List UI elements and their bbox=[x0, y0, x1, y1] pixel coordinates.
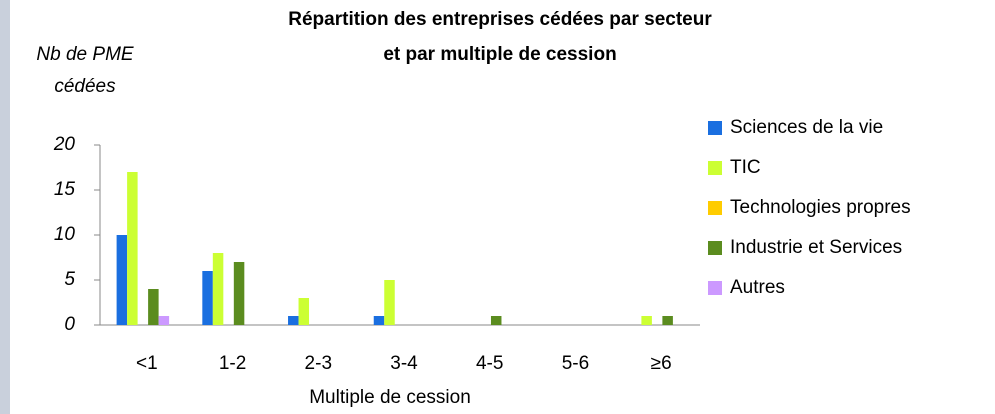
y-tick-label: 20 bbox=[53, 134, 76, 155]
legend-swatch bbox=[708, 201, 722, 215]
chart-title: Répartition des entreprises cédées par s… bbox=[288, 9, 712, 30]
bar bbox=[298, 298, 310, 325]
y-axis-label: cédées bbox=[54, 76, 116, 97]
y-tick-label: 10 bbox=[54, 224, 76, 245]
legend-label: Autres bbox=[730, 277, 785, 298]
side-strip bbox=[0, 0, 10, 414]
bar bbox=[116, 235, 128, 325]
bar bbox=[490, 316, 502, 325]
bar bbox=[127, 172, 138, 325]
x-tick-label: 3-4 bbox=[390, 353, 418, 374]
y-tick-label: 5 bbox=[64, 269, 75, 290]
chart-title: et par multiple de cession bbox=[383, 44, 616, 65]
bar bbox=[384, 280, 395, 325]
legend-swatch bbox=[708, 241, 722, 255]
bar bbox=[212, 253, 224, 325]
legend-swatch bbox=[708, 281, 722, 295]
x-tick-label: 4-5 bbox=[476, 353, 503, 374]
bar bbox=[641, 316, 652, 325]
bar bbox=[148, 289, 159, 325]
bar bbox=[288, 316, 299, 325]
x-axis-label: Multiple de cession bbox=[309, 387, 471, 408]
legend-label: Technologies propres bbox=[730, 197, 911, 218]
bar bbox=[233, 262, 245, 325]
bar bbox=[202, 271, 213, 325]
bar bbox=[158, 316, 170, 325]
legend-swatch bbox=[708, 121, 722, 135]
bar bbox=[373, 316, 385, 325]
x-tick-label: 2-3 bbox=[305, 353, 332, 374]
legend-label: TIC bbox=[730, 157, 761, 178]
bar bbox=[662, 316, 673, 325]
legend-swatch bbox=[708, 161, 722, 175]
x-tick-label: 1-2 bbox=[219, 353, 246, 374]
x-tick-label: 5-6 bbox=[562, 353, 589, 374]
x-tick-label: ≥6 bbox=[651, 353, 672, 374]
y-tick-label: 15 bbox=[54, 179, 76, 200]
legend-label: Industrie et Services bbox=[730, 237, 902, 258]
y-tick-label: 0 bbox=[64, 314, 75, 335]
legend-label: Sciences de la vie bbox=[730, 117, 883, 138]
y-axis-label: Nb de PME bbox=[36, 44, 133, 65]
x-tick-label: <1 bbox=[136, 353, 158, 374]
